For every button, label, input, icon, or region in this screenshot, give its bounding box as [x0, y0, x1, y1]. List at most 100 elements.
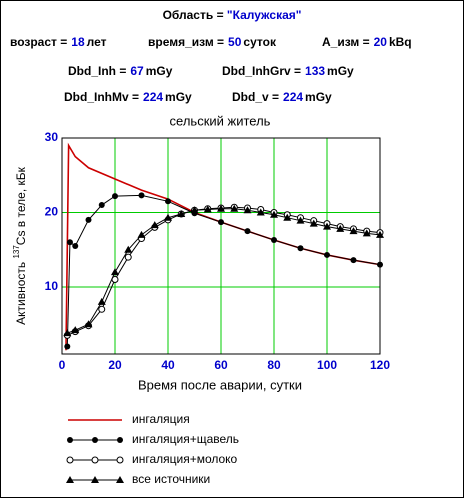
param-value: 67: [130, 64, 144, 78]
marker: [256, 208, 265, 216]
marker: [84, 320, 93, 328]
marker: [203, 205, 212, 213]
marker: [296, 216, 305, 224]
marker: [66, 476, 74, 483]
marker: [323, 222, 331, 230]
param-label: A_изм =: [322, 35, 370, 49]
legend-label: ингаляция+щавель: [132, 432, 239, 446]
marker: [377, 261, 383, 268]
marker: [324, 251, 330, 258]
legend-label: все источники: [132, 472, 210, 486]
param-value: 224: [143, 90, 163, 104]
marker: [116, 476, 124, 483]
marker: [177, 209, 186, 217]
y-label-sup: 137: [12, 245, 21, 259]
marker: [297, 245, 304, 252]
marker: [67, 437, 73, 443]
y-axis-label: Активность 137Cs в теле, кБк: [12, 166, 28, 325]
marker: [138, 192, 145, 199]
marker: [91, 456, 99, 464]
param-unit: mGy: [165, 90, 192, 104]
param-unit: mGy: [327, 64, 354, 78]
marker: [116, 456, 124, 464]
param-value: 50: [228, 35, 242, 49]
marker: [217, 204, 225, 212]
x-tick-label: 0: [59, 358, 66, 372]
y-tick-label: 20: [45, 205, 59, 219]
param-label: Dbd_v =: [232, 90, 279, 104]
x-tick-label: 80: [267, 358, 281, 372]
marker: [190, 206, 199, 214]
marker: [117, 437, 123, 443]
y-tick-label: 10: [45, 279, 59, 293]
y-label-part: Cs в теле, кБк: [14, 166, 28, 245]
param: Dbd_v = 224 mGy: [232, 90, 332, 104]
marker: [270, 210, 278, 218]
marker: [72, 243, 79, 249]
param: A_изм = 20 kBq: [322, 35, 412, 49]
marker: [376, 230, 384, 238]
marker: [150, 221, 159, 229]
marker: [349, 227, 358, 235]
marker: [71, 326, 80, 334]
marker: [336, 224, 345, 232]
param: Dbd_Inh = 67 mGy: [68, 64, 173, 78]
marker: [98, 305, 106, 313]
marker: [63, 329, 72, 337]
legend-item: ингаляция+щавель: [67, 432, 239, 446]
param: время_изм = 50 суток: [148, 35, 277, 49]
marker: [66, 239, 73, 246]
x-axis-label: Время после аварии, сутки: [138, 377, 302, 392]
marker: [91, 476, 99, 483]
param-label: Dbd_Inh =: [68, 64, 126, 78]
y-label-part: Активность: [14, 259, 28, 325]
param-unit: mGy: [305, 90, 332, 104]
marker: [85, 216, 92, 223]
legend-item: ингаляция+молоко: [66, 452, 238, 466]
x-tick-label: 40: [161, 358, 175, 372]
param-value: 224: [283, 90, 303, 104]
marker: [362, 229, 371, 237]
marker: [92, 437, 98, 443]
param: Dbd_InhGrv = 133 mGy: [222, 64, 354, 78]
marker: [243, 206, 252, 214]
marker: [218, 219, 224, 226]
marker: [98, 202, 105, 209]
series: [64, 192, 383, 350]
x-tick-label: 100: [317, 358, 337, 372]
marker: [97, 297, 106, 305]
chart-subtitle: сельский житель: [170, 113, 271, 128]
legend-label: ингаляция+молоко: [132, 452, 238, 466]
param-value: 133: [305, 64, 325, 78]
param-value: 18: [71, 35, 85, 49]
marker: [124, 245, 133, 253]
line: [66, 194, 381, 347]
param-unit: kBq: [389, 35, 412, 49]
marker: [165, 198, 171, 205]
legend-label: ингаляция: [132, 412, 190, 426]
region-label: Область =: [163, 8, 224, 22]
param-label: время_изм =: [148, 35, 224, 49]
param-unit: лет: [87, 35, 107, 49]
param-label: Dbd_InhMv =: [64, 90, 139, 104]
header-params: возраст = 18 лет время_изм = 50 суток A_изм = 2…: [10, 35, 412, 104]
x-tick-label: 60: [214, 358, 228, 372]
marker: [64, 343, 71, 350]
marker: [283, 213, 292, 221]
x-tick-label: 120: [370, 358, 390, 372]
param: возраст = 18 лет: [10, 35, 107, 49]
legend-item: все источники: [66, 472, 210, 486]
x-tick-label: 20: [108, 358, 122, 372]
plot: 0 20 40 60 80 100 120 10 20 30: [45, 130, 391, 372]
plot-border: [61, 137, 381, 355]
param-value: 20: [374, 35, 388, 49]
marker: [271, 237, 277, 244]
param-label: Dbd_InhGrv =: [222, 64, 301, 78]
param: Dbd_InhMv = 224 mGy: [64, 90, 192, 104]
legend-item: ингаляция: [68, 412, 190, 426]
marker: [124, 253, 132, 261]
param-unit: mGy: [146, 64, 173, 78]
param-unit: суток: [243, 35, 277, 49]
